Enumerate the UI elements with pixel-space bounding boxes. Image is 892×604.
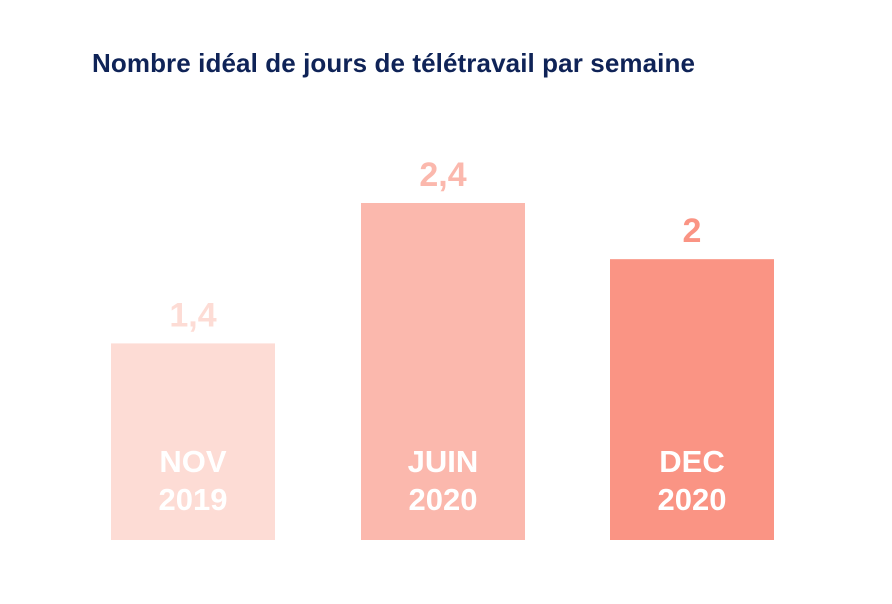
- value-label-1: 2,4: [419, 156, 466, 194]
- chart-title: Nombre idéal de jours de télétravail par…: [92, 48, 696, 78]
- value-label-2: 2: [683, 212, 702, 250]
- category-label-1-line-1: 2020: [409, 482, 478, 517]
- bar-2: [610, 259, 774, 540]
- category-label-1-line-0: JUIN: [408, 444, 479, 479]
- category-label-2-line-1: 2020: [658, 482, 727, 517]
- category-label-0-line-1: 2019: [159, 482, 228, 517]
- value-label-0: 1,4: [169, 296, 216, 334]
- bar-0: [111, 343, 275, 540]
- category-label-0-line-0: NOV: [159, 444, 227, 479]
- category-label-2-line-0: DEC: [659, 444, 724, 479]
- bar-1: [361, 203, 525, 540]
